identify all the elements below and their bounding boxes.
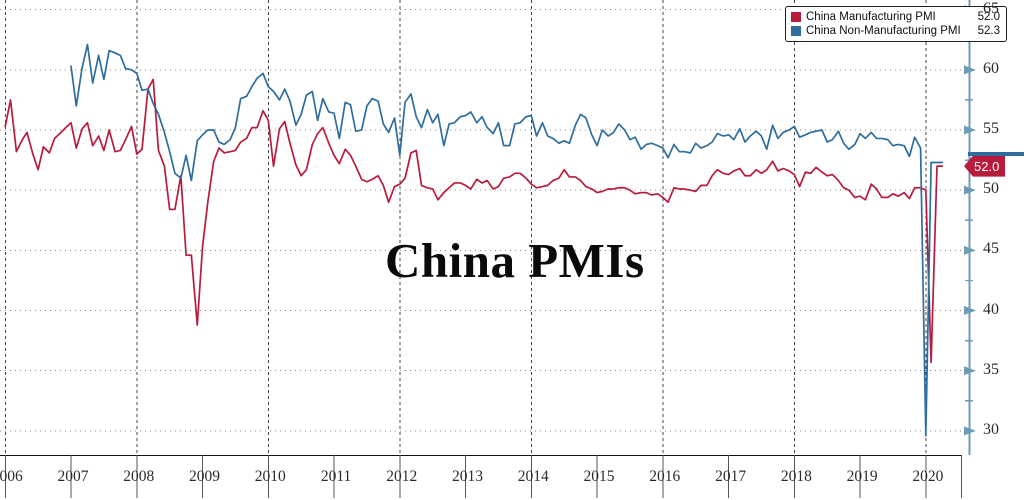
chart-legend: China Manufacturing PMI 52.0 China Non-M…	[785, 6, 1007, 42]
y-axis-label: 30	[983, 420, 999, 438]
x-axis-label: 2008	[123, 468, 155, 485]
y-axis-label: 50	[983, 180, 999, 198]
legend-swatch-manufacturing	[791, 12, 801, 22]
x-axis-label: 2015	[583, 468, 615, 485]
x-axis-label: 2018	[780, 468, 812, 485]
last-value-marker-non-manufacturing	[968, 152, 1024, 156]
x-axis-label: 2012	[386, 468, 418, 485]
y-axis-label: 55	[983, 120, 999, 137]
y-axis-label: 40	[983, 300, 999, 318]
x-axis-label: 2009	[189, 468, 221, 485]
x-axis-label: 2011	[320, 468, 352, 485]
x-axis-label: 2013	[452, 468, 484, 485]
x-axis-label: 2006	[0, 468, 23, 485]
last-value-tag-manufacturing: 52.0	[964, 155, 1006, 177]
x-axis-label: 2019	[846, 468, 878, 485]
y-axis-label: 60	[983, 59, 999, 77]
legend-label-non-manufacturing: China Non-Manufacturing PMI	[806, 25, 961, 37]
chart-title: China PMIs	[385, 233, 645, 288]
x-axis-label: 2014	[517, 468, 549, 485]
y-axis-label: 65	[983, 0, 999, 17]
legend-value-manufacturing: 52.0	[977, 11, 1000, 23]
x-axis-label: 2016	[649, 468, 681, 485]
legend-label-manufacturing: China Manufacturing PMI	[806, 11, 936, 23]
y-axis-label: 45	[983, 240, 999, 258]
legend-swatch-non-manufacturing	[791, 26, 801, 36]
x-axis-label: 2010	[254, 468, 286, 485]
x-axis-label: 2020	[912, 468, 944, 485]
x-axis-label: 2017	[715, 468, 747, 485]
legend-item-non-manufacturing: China Non-Manufacturing PMI 52.3	[791, 24, 1000, 38]
y-axis-label: 35	[983, 360, 999, 378]
x-axis-label: 2007	[57, 468, 89, 485]
legend-value-non-manufacturing: 52.3	[977, 25, 1000, 37]
legend-item-manufacturing: China Manufacturing PMI 52.0	[791, 10, 1000, 24]
